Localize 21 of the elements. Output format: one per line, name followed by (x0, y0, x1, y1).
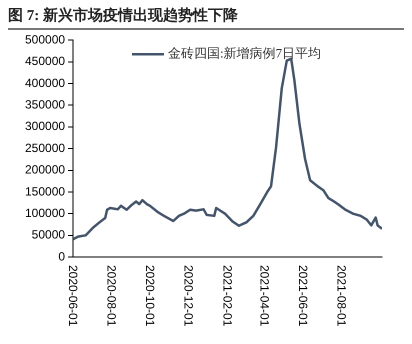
y-tick-label: 50000 (32, 228, 66, 242)
x-tick-label: 2020-12-01 (181, 265, 196, 327)
y-tick-label: 350000 (24, 98, 66, 112)
y-tick-label: 150000 (24, 184, 66, 198)
legend-label: 金砖四国:新增病例7日平均 (168, 46, 322, 61)
x-tick-label: 2020-10-01 (142, 265, 157, 327)
y-tick-label: 100000 (24, 206, 66, 220)
x-tick-label: 2020-08-01 (104, 265, 119, 327)
y-tick-label: 450000 (24, 54, 66, 68)
y-tick-label: 500000 (24, 32, 66, 47)
y-tick-label: 200000 (24, 162, 66, 177)
x-tick-label: 2021-04-01 (258, 265, 272, 327)
chart-title: 图 7: 新兴市场疫情出现趋势性下降 (8, 6, 404, 30)
y-tick-label: 0 (58, 249, 66, 264)
x-tick-label: 2020-06-01 (66, 265, 80, 327)
y-tick-label: 400000 (24, 76, 66, 90)
x-tick-label: 2021-08-01 (334, 265, 349, 327)
y-tick-label: 250000 (24, 140, 66, 155)
x-tick-label: 2021-06-01 (296, 265, 310, 327)
y-tick-label: 300000 (24, 119, 66, 134)
x-tick-label: 2021-02-01 (220, 265, 235, 327)
